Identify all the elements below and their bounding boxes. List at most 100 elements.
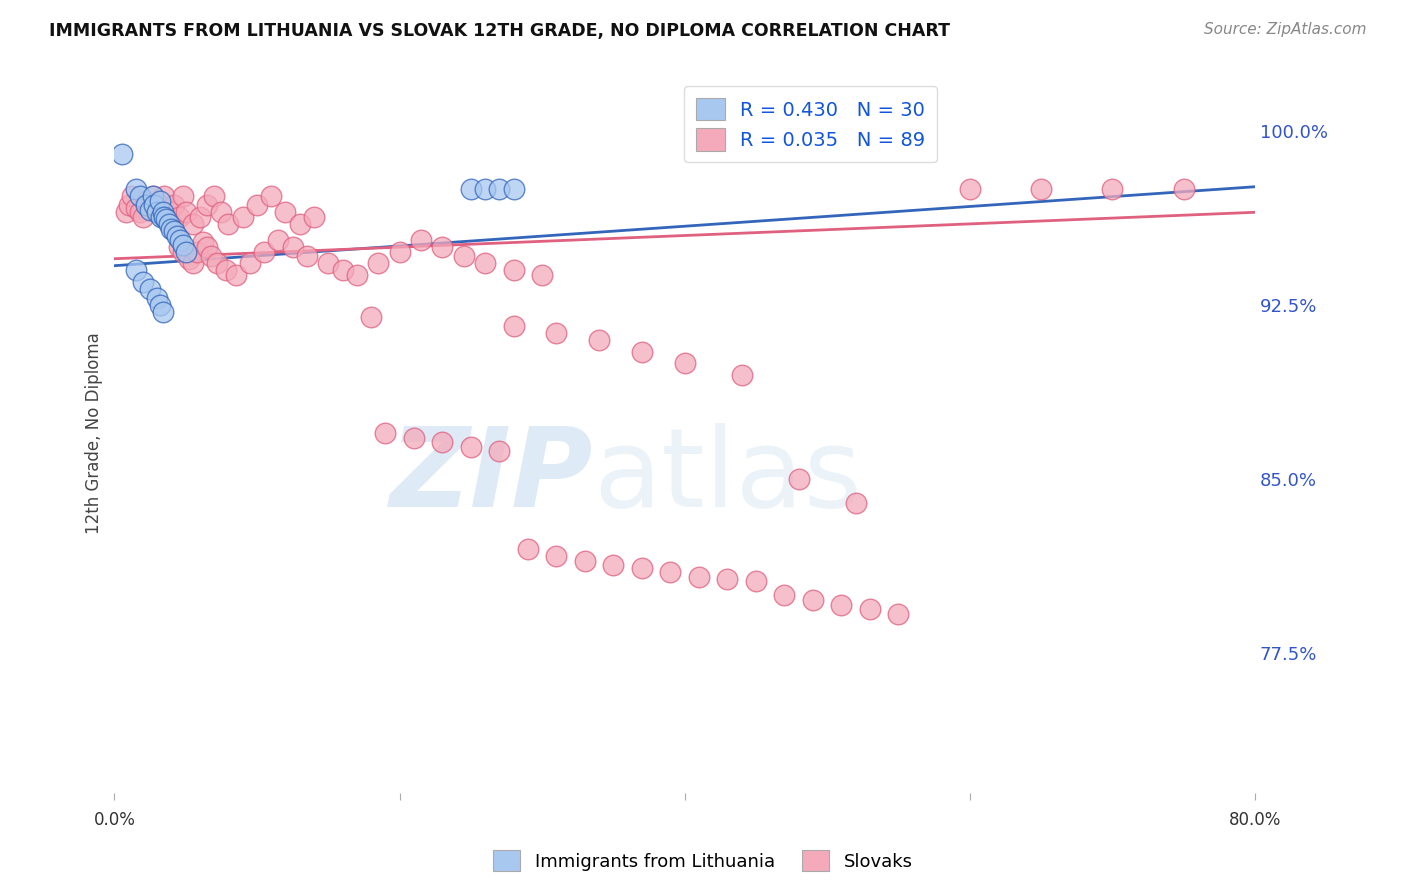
Point [195,198,218,212]
Text: IMMIGRANTS FROM LITHUANIA VS SLOVAK 12TH GRADE, NO DIPLOMA CORRELATION CHART: IMMIGRANTS FROM LITHUANIA VS SLOVAK 12TH… [49,22,950,40]
Point [125,201,148,215]
Point [859,602,882,616]
Point [118,198,141,212]
Point [474,256,496,270]
Point [146,205,169,219]
Point [253,244,276,259]
Point [146,205,169,219]
Point [142,189,165,203]
Text: 80.0%: 80.0% [1229,811,1281,829]
Point [129,189,152,203]
Point [217,217,239,231]
Point [232,210,254,224]
Point [132,275,155,289]
Point [302,210,325,224]
Point [153,189,176,203]
Point [195,240,218,254]
Point [186,244,208,259]
Point [546,549,568,563]
Point [202,189,225,203]
Point [172,237,194,252]
Point [139,282,162,296]
Point [460,182,482,196]
Legend: Immigrants from Lithuania, Slovaks: Immigrants from Lithuania, Slovaks [486,843,920,879]
Point [157,205,180,219]
Point [181,217,204,231]
Point [887,607,910,621]
Point [153,210,176,224]
Point [488,444,510,458]
Point [132,210,155,224]
Point [174,244,197,259]
Point [295,249,318,263]
Point [125,263,148,277]
Point [225,268,247,282]
Point [516,541,538,556]
Point [602,558,624,573]
Legend: R = 0.430   N = 30, R = 0.035   N = 89: R = 0.430 N = 30, R = 0.035 N = 89 [685,87,938,162]
Point [332,263,354,277]
Point [281,240,304,254]
Point [163,198,186,212]
Point [146,291,169,305]
Point [188,210,211,224]
Point [260,189,283,203]
Point [730,368,752,382]
Point [460,440,482,454]
Point [152,305,174,319]
Point [502,319,524,334]
Point [432,240,454,254]
Point [200,249,222,263]
Point [149,194,172,208]
Point [181,256,204,270]
Point [1029,182,1052,196]
Point [157,217,180,231]
Point [716,572,738,586]
Point [845,495,868,509]
Point [110,147,132,161]
Point [150,210,173,224]
Point [288,217,311,231]
Point [673,356,696,370]
Point [745,574,768,589]
Point [773,588,796,602]
Point [172,189,194,203]
Point [374,425,396,440]
Point [546,326,568,340]
Point [453,249,475,263]
Point [1173,182,1195,196]
Point [801,593,824,607]
Point [169,233,191,247]
Point [191,235,214,250]
Point [174,205,197,219]
Point [659,565,682,579]
Text: ZIP: ZIP [389,423,593,530]
Point [163,224,186,238]
Point [149,298,172,312]
Point [149,198,172,212]
Point [502,263,524,277]
Point [167,240,190,254]
Point [959,182,981,196]
Point [388,244,411,259]
Point [129,205,152,219]
Point [474,182,496,196]
Point [135,198,157,212]
Point [121,189,143,203]
Point [267,233,290,247]
Point [488,182,510,196]
Point [152,205,174,219]
Point [830,598,852,612]
Point [274,205,297,219]
Point [205,256,228,270]
Point [574,553,596,567]
Point [402,430,425,444]
Point [139,202,162,217]
Point [316,256,339,270]
Point [1101,182,1123,196]
Point [139,198,162,212]
Point [787,472,810,486]
Point [125,182,148,196]
Point [531,268,554,282]
Point [114,205,136,219]
